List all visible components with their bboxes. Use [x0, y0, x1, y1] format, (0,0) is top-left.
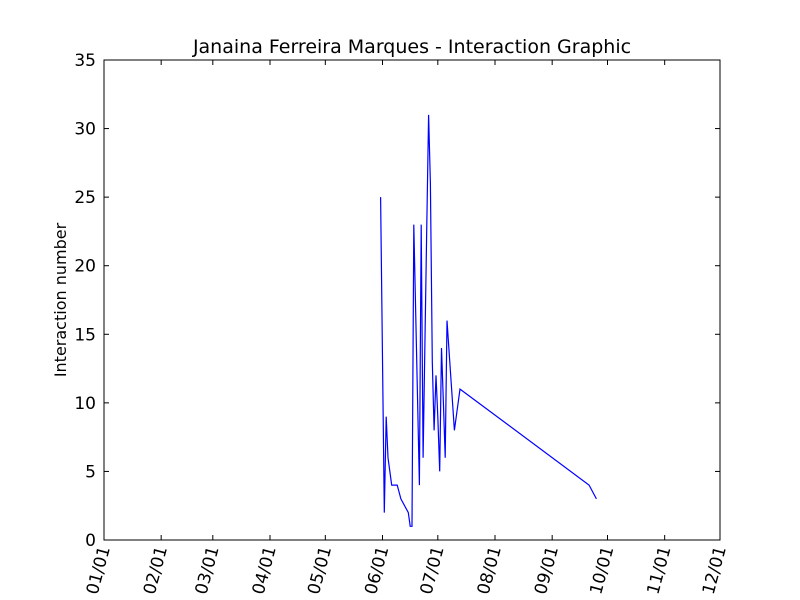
- x-tick-label: 05/01: [304, 544, 336, 597]
- y-tick-label: 15: [74, 325, 96, 345]
- y-axis-label: Interaction number: [51, 222, 70, 377]
- y-tick-label: 30: [74, 120, 96, 140]
- y-tick-label: 20: [74, 257, 96, 277]
- x-tick-label: 12/01: [699, 544, 731, 597]
- x-tick-label: 02/01: [140, 544, 172, 597]
- x-tick-label: 01/01: [83, 544, 115, 597]
- y-tick-label: 35: [74, 51, 96, 71]
- x-tick-label: 04/01: [249, 544, 281, 597]
- x-tick-label: 10/01: [586, 544, 618, 597]
- x-tick-label: 07/01: [417, 544, 449, 597]
- x-axis-ticks: 01/01 02/01 03/01 04/01 05/01 06/01 07/01 08/01…: [83, 60, 731, 597]
- chart-title: Janaina Ferreira Marques - Interaction G…: [192, 36, 631, 58]
- data-points: [380, 114, 597, 527]
- y-tick-label: 5: [85, 462, 96, 482]
- y-tick-label: 25: [74, 188, 96, 208]
- x-tick-label: 06/01: [361, 544, 393, 597]
- x-tick-label: 11/01: [643, 544, 675, 597]
- interaction-series-line: [380, 114, 597, 527]
- plot-frame: [103, 59, 721, 541]
- y-axis-ticks: 0 5 10 15 20 25 30 35: [74, 51, 720, 551]
- y-tick-label: 10: [74, 394, 96, 414]
- x-tick-label: 03/01: [192, 544, 224, 597]
- x-tick-label: 09/01: [531, 544, 563, 597]
- x-tick-label: 08/01: [474, 544, 506, 597]
- y-tick-label: 0: [85, 531, 96, 551]
